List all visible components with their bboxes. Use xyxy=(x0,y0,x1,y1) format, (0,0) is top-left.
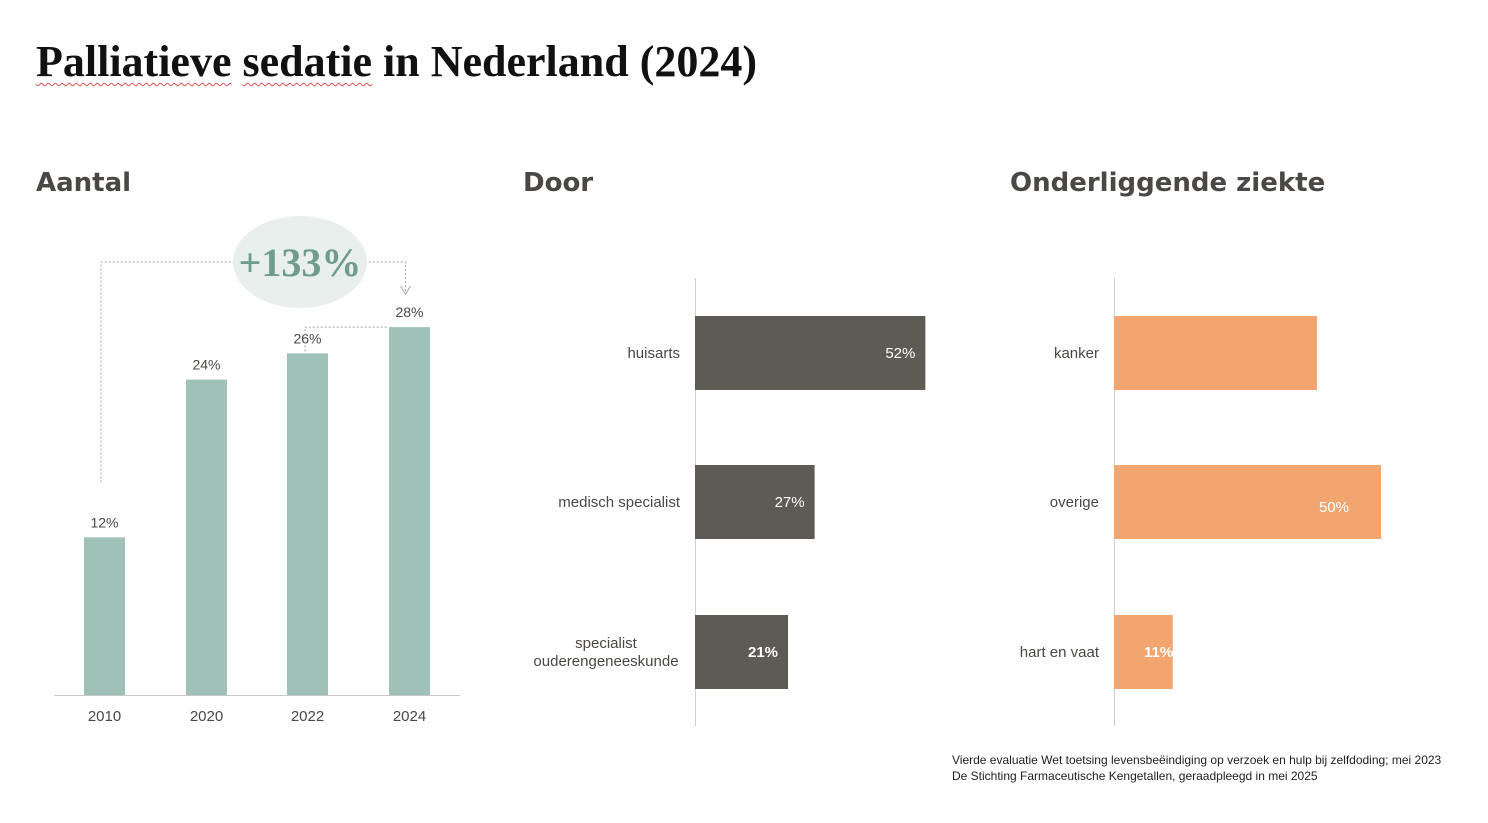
ziekte-bar-kanker xyxy=(1114,316,1317,390)
door-value-label-huisarts: 52% xyxy=(885,345,915,362)
aantal-chart-title: Aantal xyxy=(36,168,132,198)
title-word-2: sedatie xyxy=(242,37,373,86)
level-connector-line xyxy=(304,326,387,352)
door-category-label-specialist-ouderengeneeskunde-1: specialist xyxy=(575,635,638,652)
door-category-label-medisch-specialist: medisch specialist xyxy=(558,494,681,511)
ziekte-value-label-kanker: 38% xyxy=(1373,345,1403,362)
ziekte-chart-title: Onderliggende ziekte xyxy=(1010,168,1326,198)
aantal-value-label-2020: 24% xyxy=(192,357,220,373)
door-bar-medisch-specialist xyxy=(695,465,815,539)
title-word-1: Palliatieve xyxy=(36,37,232,86)
growth-annotation-label: +133% xyxy=(239,240,362,285)
ziekte-category-label-kanker: kanker xyxy=(1054,345,1099,362)
ziekte-value-label-overige: 50% xyxy=(1319,499,1349,516)
ziekte-value-label-hart-en-vaat: 11% xyxy=(1144,644,1173,661)
aantal-bar-2022 xyxy=(287,353,328,695)
door-category-label-huisarts: huisarts xyxy=(627,345,680,362)
source-note: Vierde evaluatie Wet toetsing levensbeëi… xyxy=(952,752,1441,784)
aantal-bar-2020 xyxy=(186,379,227,695)
door-chart-title: Door xyxy=(523,168,594,198)
ziekte-category-label-overige: overige xyxy=(1050,494,1099,511)
door-bar-huisarts xyxy=(695,316,926,390)
aantal-tick-label-2010: 2010 xyxy=(88,708,121,725)
door-category-label-specialist-ouderengeneeskunde-2: ouderengeneeskunde xyxy=(533,653,678,670)
aantal-value-label-2024: 28% xyxy=(395,304,423,320)
title-rest: in Nederland (2024) xyxy=(383,37,758,86)
ziekte-category-label-hart-en-vaat: hart en vaat xyxy=(1020,644,1100,661)
door-value-label-medisch-specialist: 27% xyxy=(775,494,805,511)
aantal-bar-2010 xyxy=(84,537,125,695)
growth-bubble xyxy=(233,216,367,308)
aantal-value-label-2022: 26% xyxy=(293,330,321,346)
page-title: Palliatieve sedatie in Nederland (2024) xyxy=(36,36,757,87)
aantal-bar-2024 xyxy=(389,327,430,695)
ziekte-bar-overige xyxy=(1114,465,1381,539)
aantal-tick-label-2024: 2024 xyxy=(393,708,426,725)
aantal-tick-label-2022: 2022 xyxy=(291,708,324,725)
arrow-down-icon xyxy=(400,285,411,295)
door-bar-specialist-ouderengeneeskunde xyxy=(695,615,789,689)
door-value-label-specialist-ouderengeneeskunde: 21% xyxy=(748,644,778,661)
aantal-tick-label-2020: 2020 xyxy=(190,708,223,725)
source-line-2: De Stichting Farmaceutische Kengetallen,… xyxy=(952,769,1318,783)
source-line-1: Vierde evaluatie Wet toetsing levensbeëi… xyxy=(952,753,1442,767)
ziekte-bar-hart-en-vaat xyxy=(1114,615,1173,689)
aantal-value-label-2010: 12% xyxy=(90,514,118,530)
